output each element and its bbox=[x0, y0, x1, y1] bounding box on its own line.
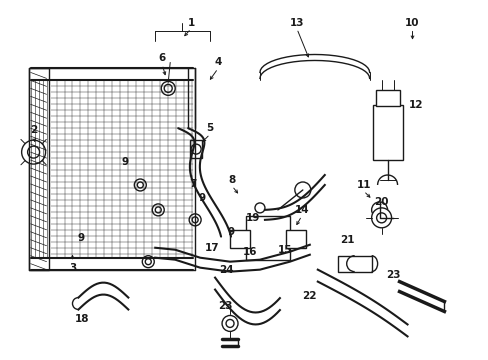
Bar bbox=[375, 90, 399, 106]
Text: 4: 4 bbox=[214, 58, 222, 67]
Circle shape bbox=[376, 213, 386, 223]
Text: 23: 23 bbox=[386, 270, 400, 280]
Bar bbox=[190, 140, 202, 158]
Circle shape bbox=[191, 144, 201, 154]
Circle shape bbox=[371, 208, 391, 228]
Circle shape bbox=[161, 81, 175, 95]
Text: 19: 19 bbox=[245, 213, 260, 223]
Circle shape bbox=[27, 146, 40, 158]
Bar bbox=[337, 256, 371, 272]
Text: 12: 12 bbox=[408, 100, 423, 110]
Text: 22: 22 bbox=[302, 291, 316, 301]
Circle shape bbox=[192, 217, 198, 223]
Text: 9: 9 bbox=[78, 233, 85, 243]
Text: 20: 20 bbox=[374, 197, 388, 207]
Circle shape bbox=[294, 182, 310, 198]
Circle shape bbox=[155, 207, 161, 213]
Text: 5: 5 bbox=[206, 123, 213, 133]
Bar bbox=[285, 230, 305, 248]
Circle shape bbox=[145, 259, 151, 265]
Circle shape bbox=[152, 204, 164, 216]
Text: 24: 24 bbox=[218, 265, 233, 275]
Text: 23: 23 bbox=[217, 301, 232, 311]
Text: 10: 10 bbox=[405, 18, 419, 28]
Text: 7: 7 bbox=[189, 179, 197, 189]
Circle shape bbox=[134, 179, 146, 191]
Circle shape bbox=[164, 84, 172, 92]
Circle shape bbox=[225, 319, 234, 328]
Text: 1: 1 bbox=[187, 18, 194, 28]
Text: 8: 8 bbox=[228, 175, 235, 185]
Text: 16: 16 bbox=[242, 247, 257, 257]
Text: 9: 9 bbox=[122, 157, 129, 167]
Text: 3: 3 bbox=[69, 263, 76, 273]
Text: 2: 2 bbox=[30, 125, 37, 135]
Circle shape bbox=[222, 315, 238, 332]
Text: 15: 15 bbox=[277, 245, 291, 255]
Circle shape bbox=[254, 203, 264, 213]
Text: 18: 18 bbox=[75, 314, 89, 324]
Bar bbox=[229, 230, 249, 248]
Circle shape bbox=[142, 256, 154, 268]
Bar bbox=[29, 68, 48, 270]
Text: 21: 21 bbox=[340, 235, 354, 245]
Text: 17: 17 bbox=[204, 243, 219, 253]
Text: 9: 9 bbox=[198, 193, 205, 203]
Text: 13: 13 bbox=[289, 18, 304, 28]
Circle shape bbox=[21, 140, 45, 164]
Text: 9: 9 bbox=[227, 227, 234, 237]
Bar bbox=[372, 105, 402, 160]
Circle shape bbox=[189, 214, 201, 226]
Circle shape bbox=[371, 202, 387, 218]
Bar bbox=[245, 216, 289, 260]
Circle shape bbox=[137, 182, 143, 188]
Text: 11: 11 bbox=[356, 180, 370, 190]
Text: 14: 14 bbox=[294, 205, 308, 215]
Text: 6: 6 bbox=[158, 54, 165, 63]
